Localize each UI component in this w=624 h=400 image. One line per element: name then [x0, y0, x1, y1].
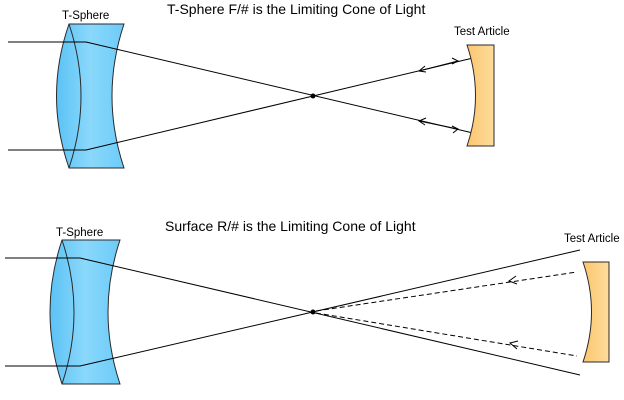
bottom-arrow-lower: [508, 340, 519, 350]
top-test-article: [466, 44, 495, 147]
top-arrows-upper: [417, 57, 460, 73]
panel-top: T-Sphere F/# is the Limiting Cone of Lig…: [8, 1, 510, 169]
bottom-test-article: [582, 261, 610, 363]
bottom-ray-up: [79, 249, 581, 367]
bottom-tsphere-label: T-Sphere: [56, 227, 103, 239]
bottom-dashed-ray-lower: [315, 312, 578, 357]
bottom-test-article-label: Test Article: [564, 233, 620, 245]
top-tsphere-label: T-Sphere: [62, 10, 109, 22]
top-focus-point: [310, 93, 316, 99]
top-ray-down: [85, 41, 474, 134]
bottom-tsphere-lens: [49, 239, 121, 385]
panel-top-title: T-Sphere F/# is the Limiting Cone of Lig…: [167, 1, 425, 17]
bottom-dashed-ray-upper: [315, 271, 578, 312]
bottom-ray-down: [79, 257, 581, 376]
bottom-focus-point: [310, 309, 316, 315]
top-tsphere-lens: [56, 23, 125, 169]
panel-bottom: Surface R/# is the Limiting Cone of Ligh…: [5, 218, 620, 385]
top-arrows-lower: [417, 117, 459, 134]
top-ray-up: [85, 57, 474, 151]
top-test-article-label: Test Article: [454, 26, 510, 38]
panel-bottom-title: Surface R/# is the Limiting Cone of Ligh…: [165, 218, 416, 234]
bottom-arrow-upper: [507, 275, 518, 285]
